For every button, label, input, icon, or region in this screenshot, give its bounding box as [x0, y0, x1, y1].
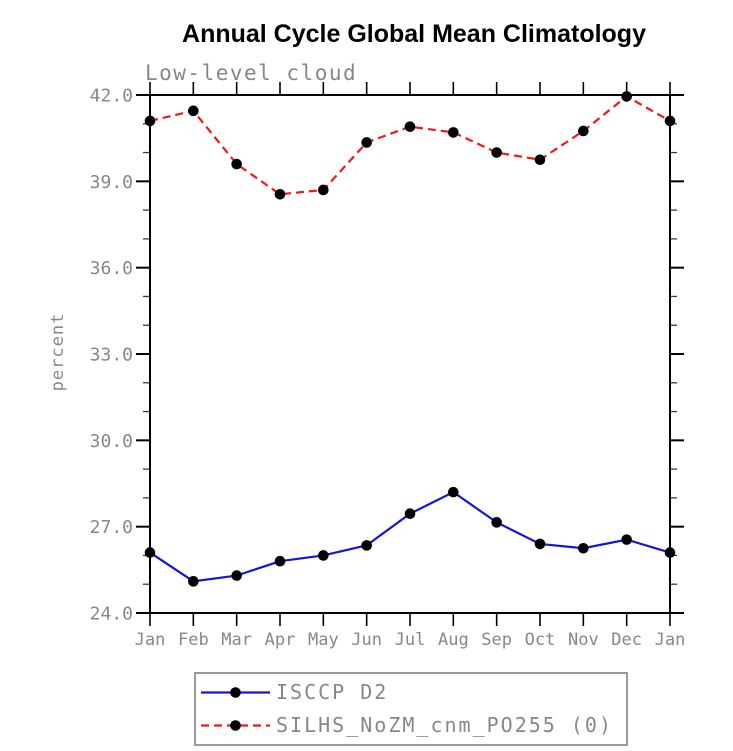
- y-tick-label: 33.0: [90, 345, 133, 366]
- legend-label-silhs: SILHS_NoZM_cnm_PO255 (0): [276, 713, 613, 737]
- month-label: Aug: [438, 630, 469, 650]
- data-point: [188, 105, 199, 117]
- data-points: [144, 91, 676, 587]
- y-tick-label: 24.0: [90, 604, 133, 625]
- data-point: [621, 91, 632, 102]
- y-tick-label: 30.0: [90, 431, 133, 452]
- y-tick-label: 39.0: [90, 172, 133, 193]
- month-label: Oct: [525, 630, 556, 650]
- legend-box: [194, 672, 628, 746]
- legend-marker-isccp: [230, 687, 241, 698]
- y-axis-label: percent: [48, 313, 68, 392]
- month-label: Jan: [135, 630, 166, 650]
- month-label: Dec: [611, 630, 642, 650]
- data-point: [578, 125, 589, 137]
- legend: ISCCP D2 SILHS_NoZM_cnm_PO255 (0): [194, 672, 628, 746]
- series-line-0: [149, 490, 671, 583]
- month-label: May: [308, 630, 339, 650]
- series-line-1: [149, 95, 671, 196]
- plot-frame: [149, 94, 671, 614]
- month-label: Jul: [395, 630, 426, 650]
- data-point: [318, 184, 329, 196]
- chart-subtitle: Low-level cloud: [145, 61, 357, 85]
- data-point: [274, 555, 286, 567]
- data-point: [578, 542, 589, 554]
- axes-frame: [149, 94, 671, 614]
- data-point: [274, 188, 286, 200]
- data-point: [144, 547, 156, 558]
- legend-label-isccp: ISCCP D2: [276, 680, 388, 704]
- data-point: [448, 486, 459, 498]
- data-point: [404, 121, 416, 132]
- legend-marker-silhs: [230, 720, 241, 731]
- data-point: [491, 517, 502, 528]
- data-point: [361, 137, 372, 148]
- data-point: [404, 508, 416, 520]
- chart-title: Annual Cycle Global Mean Climatology: [182, 20, 646, 48]
- month-label: Nov: [568, 630, 599, 650]
- data-point: [491, 147, 502, 158]
- data-point: [144, 115, 156, 127]
- data-point: [231, 570, 242, 581]
- data-point: [231, 158, 242, 170]
- axis-ticks: 24.0 27.0 30.0 33.0 36.0 39.0 42.0 Jan Feb Mar Apr…: [90, 82, 686, 650]
- month-label: Feb: [178, 630, 209, 650]
- data-point: [448, 127, 459, 138]
- month-label: Jan: [655, 630, 686, 650]
- data-point: [361, 540, 372, 551]
- data-point: [664, 547, 676, 558]
- data-point: [534, 154, 546, 166]
- data-point: [188, 576, 199, 587]
- data-point: [318, 550, 329, 561]
- y-tick-label: 27.0: [90, 517, 133, 538]
- month-label: Apr: [265, 630, 296, 650]
- y-tick-label: 36.0: [90, 258, 133, 279]
- month-label: Jun: [351, 630, 382, 650]
- data-point: [621, 534, 632, 545]
- data-point: [664, 115, 676, 127]
- y-tick-label: 42.0: [90, 86, 133, 107]
- month-label: Mar: [221, 630, 252, 650]
- data-point: [534, 538, 546, 550]
- month-label: Sep: [481, 630, 512, 650]
